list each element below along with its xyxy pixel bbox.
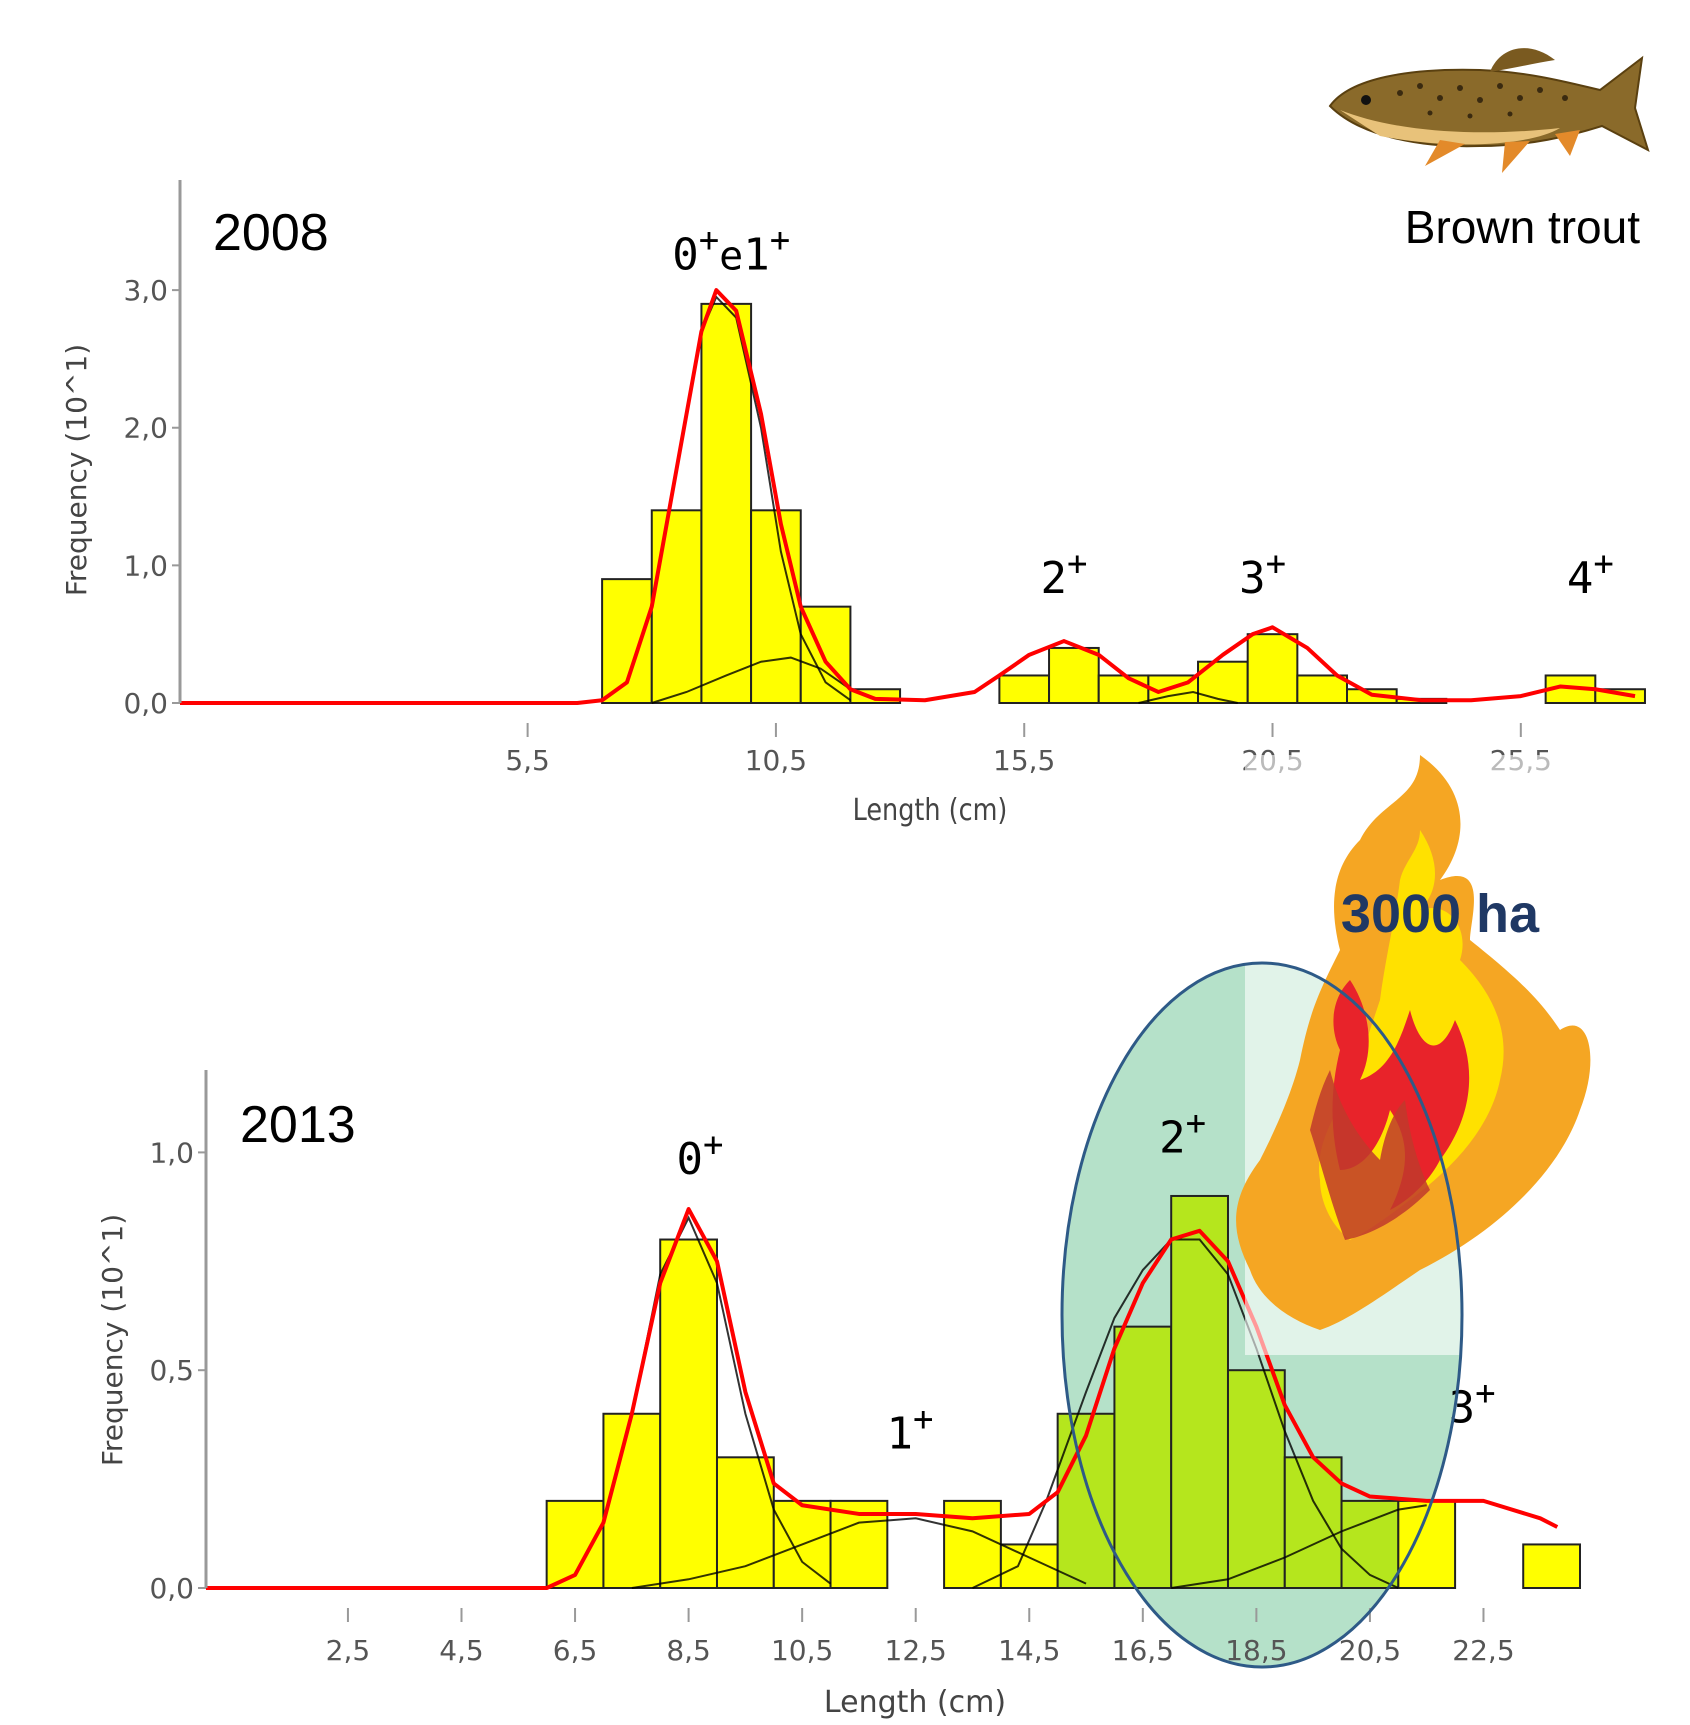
x-tick-label: 2,5 xyxy=(326,1634,371,1667)
year-label: 2008 xyxy=(213,204,329,262)
x-tick-label: 20,5 xyxy=(1339,1634,1401,1667)
fitted-curve xyxy=(180,288,1636,705)
x-tick-label: 5,5 xyxy=(505,744,550,777)
cohort-label: 2+ xyxy=(1040,544,1087,604)
y-axis-label: Frequency (10^1) xyxy=(96,1214,129,1466)
cohort-label: 0+ xyxy=(676,1125,723,1185)
fire-area-label: 3000 ha xyxy=(1341,884,1540,944)
histogram-bars xyxy=(545,1194,1582,1589)
x-tick-label: 6,5 xyxy=(553,1634,598,1667)
x-tick-label: 16,5 xyxy=(1112,1634,1174,1667)
histogram-bar xyxy=(1246,633,1299,704)
histogram-bar xyxy=(659,1238,718,1589)
histogram-bar xyxy=(1226,1369,1286,1589)
x-tick-label: 4,5 xyxy=(439,1634,484,1667)
histogram-bar xyxy=(715,1456,775,1589)
fit-line xyxy=(180,288,1636,705)
histogram-bar xyxy=(1340,1499,1400,1589)
histogram-bar xyxy=(1522,1543,1582,1589)
x-tick-label: 8,5 xyxy=(666,1634,711,1667)
axes: 0,0 0,5 1,0 2,5 4,5 6,5 8,5 10,5 12,5 14,5 16,5 18,… xyxy=(149,1070,1515,1667)
x-tick-label: 22,5 xyxy=(1452,1634,1514,1667)
cohort-label: 0+e1+ xyxy=(672,220,790,280)
highlight-ellipse-outline xyxy=(1060,961,1464,1669)
histogram-bar xyxy=(1296,674,1349,705)
histogram-bar xyxy=(602,1412,662,1589)
y-tick-label: 1,0 xyxy=(149,1136,194,1169)
x-tick-label: 10,5 xyxy=(745,744,807,777)
x-tick-label: 18,5 xyxy=(1225,1634,1287,1667)
y-tick-label: 0,5 xyxy=(149,1354,194,1387)
y-axis-label: Frequency (10^1) xyxy=(60,344,93,596)
cohort-labels: 0+e1+ 2+ 3+ 4+ xyxy=(672,220,1614,603)
y-tick-label: 1,0 xyxy=(123,549,168,582)
fitted-curve xyxy=(206,1207,1559,1590)
cohort-label: 1+ xyxy=(887,1400,934,1460)
histogram-bar xyxy=(650,509,703,704)
x-tick-label: 14,5 xyxy=(998,1634,1060,1667)
x-tick-label: 15,5 xyxy=(993,744,1055,777)
x-tick-label: 12,5 xyxy=(885,1634,947,1667)
flame-illustration: 3000 ha xyxy=(1236,755,1600,1355)
component-curve xyxy=(1171,1504,1427,1589)
fit-line xyxy=(206,1207,1559,1590)
y-tick-label: 3,0 xyxy=(123,274,168,307)
chart-2008: 0,01,02,03,05,510,515,520,525,5 0+e1+2+3… xyxy=(60,180,1646,828)
histogram-bar xyxy=(700,302,753,704)
x-axis-label: Length (cm) xyxy=(824,1685,1006,1720)
x-tick-label: 10,5 xyxy=(771,1634,833,1667)
cohort-label: 3+ xyxy=(1239,544,1286,604)
species-label: Brown trout xyxy=(1405,201,1640,253)
histogram-bar xyxy=(1048,646,1100,705)
cohort-label: 4+ xyxy=(1567,544,1614,604)
year-label: 2013 xyxy=(240,1096,356,1154)
component-curve xyxy=(1138,690,1238,704)
y-tick-label: 0,0 xyxy=(149,1572,194,1605)
y-tick-label: 2,0 xyxy=(123,412,168,445)
y-tick-label: 0,0 xyxy=(123,687,168,720)
histogram-bar xyxy=(1113,1325,1173,1589)
component-curve xyxy=(631,1517,1087,1589)
histogram-bar xyxy=(943,1499,1002,1589)
histogram-bar xyxy=(998,674,1051,705)
histogram-bar xyxy=(1097,674,1150,705)
histogram-bars xyxy=(601,302,1646,705)
x-axis-label: Length (cm) xyxy=(853,792,1008,828)
cohort-label: 2+ xyxy=(1159,1103,1206,1163)
component-curve xyxy=(972,1238,1399,1589)
histogram-bar xyxy=(750,509,802,704)
brown-trout-illustration xyxy=(1328,48,1650,173)
